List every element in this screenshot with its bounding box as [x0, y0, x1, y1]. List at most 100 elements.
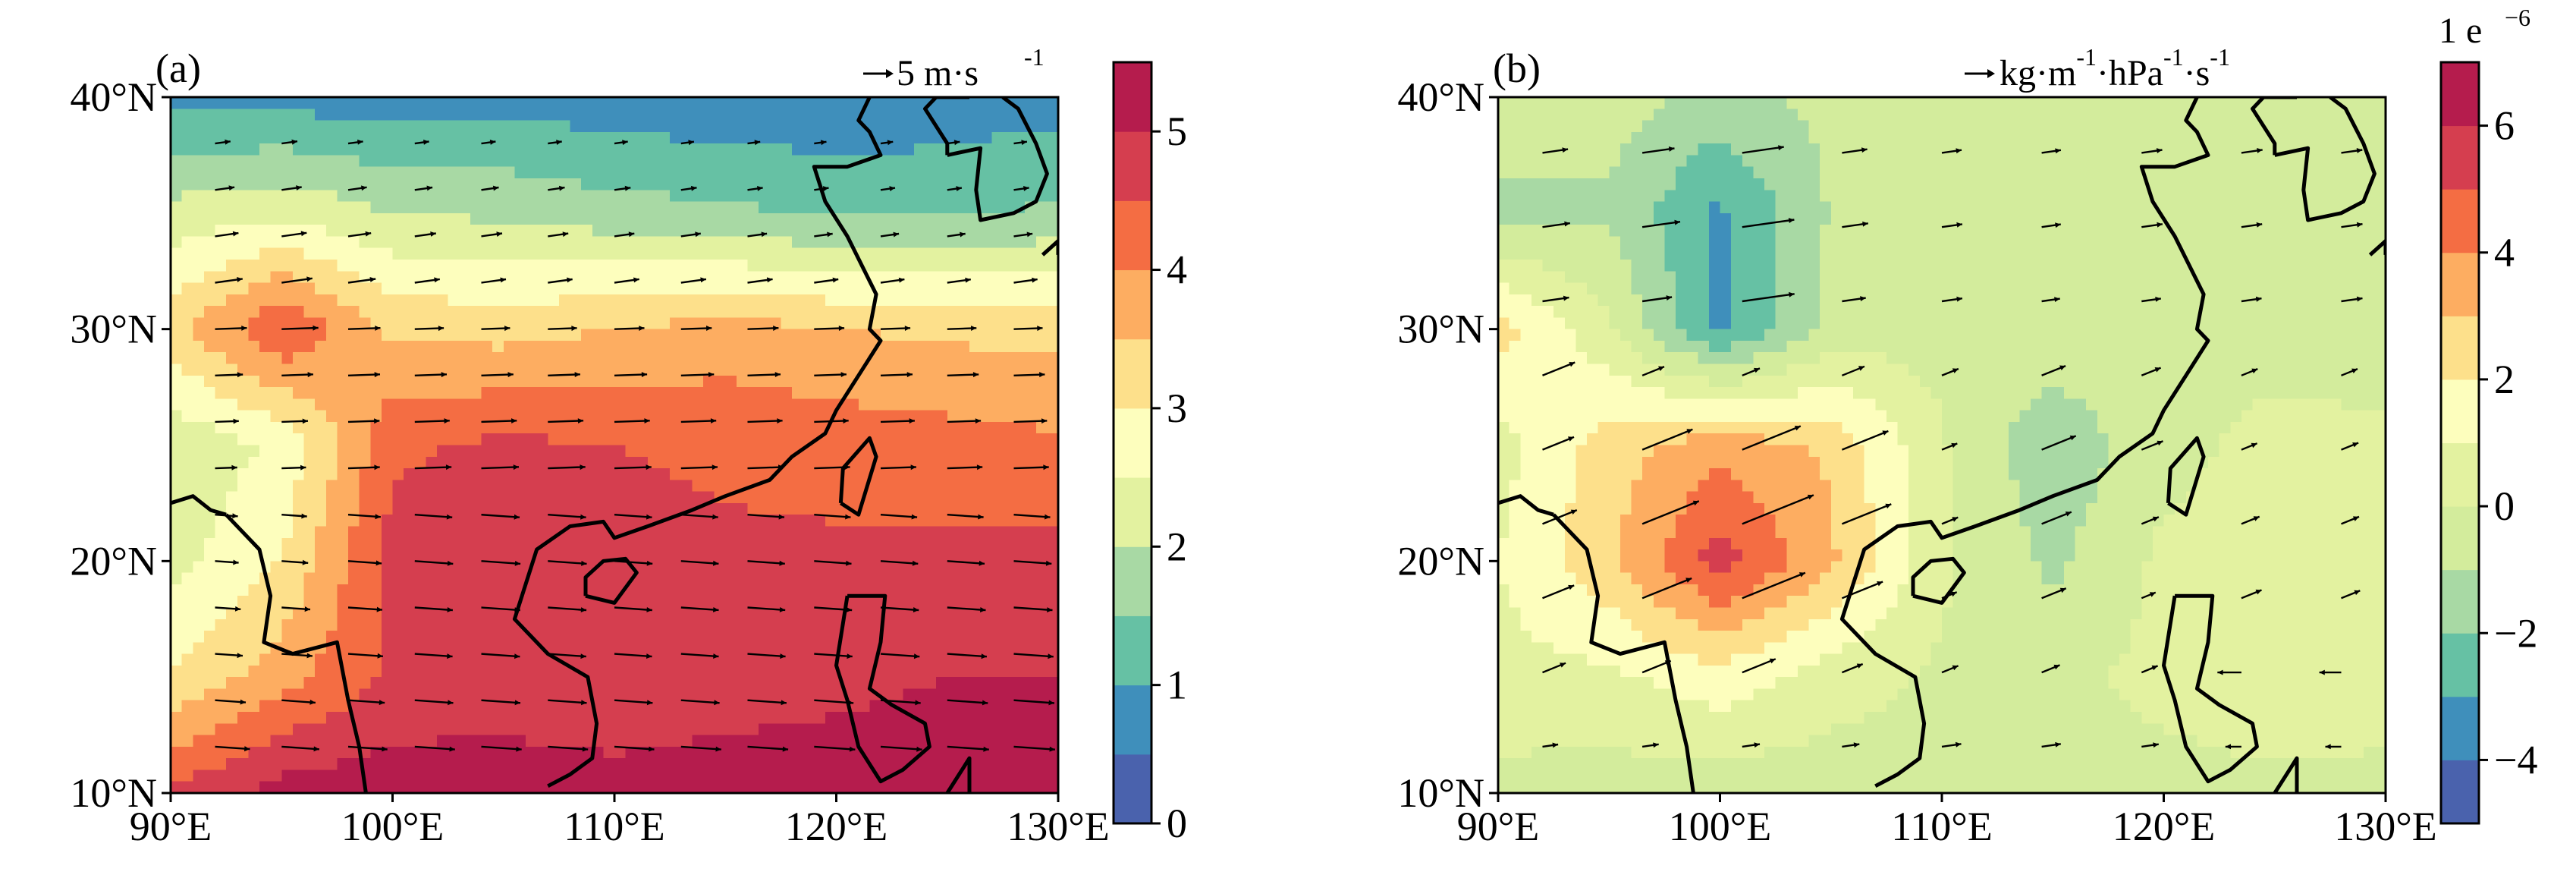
field-cell — [658, 491, 671, 504]
field-cell — [514, 306, 526, 318]
field-cell — [370, 758, 382, 771]
field-cell — [903, 364, 915, 376]
field-cell — [836, 109, 848, 121]
field-cell — [526, 433, 538, 446]
field-cell — [315, 352, 327, 365]
field-cell — [404, 340, 416, 353]
field-cell — [881, 375, 893, 388]
field-cell — [647, 201, 660, 214]
field-cell — [803, 282, 815, 295]
field-cell — [581, 456, 593, 469]
field-cell — [325, 770, 338, 782]
field-cell — [536, 225, 548, 237]
field-cell — [947, 247, 959, 260]
field-cell — [836, 166, 848, 179]
field-cell — [548, 398, 560, 411]
field-cell — [548, 97, 560, 109]
field-cell — [881, 642, 893, 655]
field-cell — [404, 120, 416, 133]
field-cell — [636, 155, 649, 168]
field-cell — [370, 398, 382, 411]
field-cell — [891, 143, 903, 156]
field-cell — [980, 584, 992, 596]
field-cell — [869, 271, 881, 284]
field-cell — [426, 561, 438, 574]
field-cell — [404, 712, 416, 724]
field-cell — [558, 410, 571, 423]
field-cell — [248, 178, 260, 190]
field-cell — [769, 712, 781, 724]
field-cell — [692, 97, 704, 109]
field-cell — [215, 143, 227, 156]
field-cell — [315, 584, 327, 596]
field-cell — [481, 387, 493, 399]
field-cell — [171, 631, 183, 643]
field-cell — [315, 97, 327, 109]
field-cell — [670, 677, 682, 690]
field-cell — [947, 456, 959, 469]
field-cell — [747, 618, 759, 631]
field-cell — [881, 572, 893, 585]
vector-arrow — [481, 466, 520, 470]
field-cell — [348, 618, 360, 631]
field-cell — [603, 480, 615, 493]
field-cell — [592, 642, 604, 655]
field-cell — [736, 201, 749, 214]
field-cell — [292, 445, 305, 458]
field-cell — [925, 271, 937, 284]
field-cell — [226, 97, 238, 109]
field-cell — [969, 468, 982, 480]
field-cell — [171, 329, 183, 342]
field-cell — [470, 364, 482, 376]
field-cell — [459, 677, 471, 690]
field-cell — [514, 677, 526, 690]
field-cell — [647, 271, 660, 284]
field-cell — [747, 317, 759, 330]
field-cell — [292, 618, 305, 631]
field-cell — [592, 271, 604, 284]
field-cell — [747, 271, 759, 284]
vector-arrow — [680, 653, 719, 658]
field-cell — [503, 596, 515, 609]
field-cell — [947, 306, 959, 318]
field-cell — [292, 688, 305, 701]
field-cell — [536, 723, 548, 736]
field-cell — [636, 282, 649, 295]
field-cell — [736, 282, 749, 295]
field-cell — [481, 190, 493, 203]
field-cell — [381, 143, 394, 156]
field-cell — [836, 445, 848, 458]
field-cell — [803, 526, 815, 539]
field-cell — [481, 225, 493, 237]
field-cell — [259, 352, 272, 365]
field-cell — [259, 131, 272, 144]
field-cell — [1035, 584, 1048, 596]
field-cell — [437, 712, 449, 724]
field-cell — [692, 143, 704, 156]
field-cell — [514, 201, 526, 214]
field-cell — [1025, 236, 1037, 249]
field-cell — [1035, 131, 1048, 144]
field-cell — [514, 225, 526, 237]
field-cell — [203, 758, 216, 771]
field-cell — [536, 212, 548, 225]
field-cell — [171, 561, 183, 574]
field-cell — [658, 561, 671, 574]
field-cell — [825, 537, 837, 550]
field-cell — [426, 700, 438, 713]
field-cell — [526, 120, 538, 133]
field-cell — [526, 212, 538, 225]
field-cell — [348, 642, 360, 655]
field-cell — [936, 456, 948, 469]
field-cell — [725, 131, 737, 144]
field-cell — [881, 502, 893, 515]
field-cell — [526, 642, 538, 655]
field-cell — [203, 317, 216, 330]
field-cell — [381, 166, 394, 179]
field-cell — [814, 259, 826, 272]
field-cell — [392, 155, 404, 168]
field-cell — [714, 433, 726, 446]
field-cell — [636, 596, 649, 609]
field-cell — [692, 781, 704, 793]
field-cell — [359, 445, 371, 458]
